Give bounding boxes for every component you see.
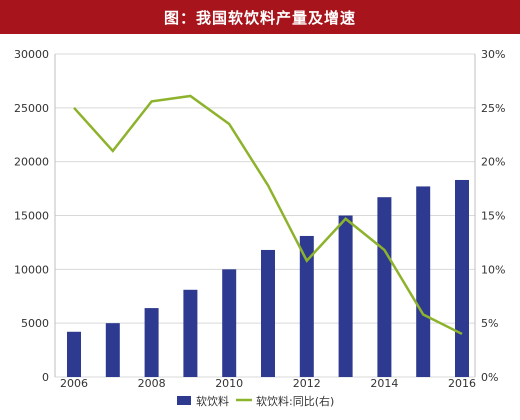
left-tick-label: 0 [42,371,49,384]
bar [67,331,81,377]
x-tick-label: 2012 [293,377,321,390]
bar [455,179,469,377]
legend-bar-swatch [177,396,191,405]
left-axis-ticks: 0 5000 10000 15000 20000 25000 30000 [14,48,49,384]
legend: 软饮料 软饮料:同比(右) [177,394,334,408]
yoy-line-series [73,94,463,336]
bar [183,289,198,377]
bar-series [67,179,469,377]
bar [144,308,159,377]
left-tick-label: 30000 [14,48,49,61]
left-tick-label: 10000 [14,263,49,276]
x-tick-label: 2014 [370,377,398,390]
bar [299,235,314,377]
right-tick-label: 5% [481,317,498,330]
right-tick-label: 25% [481,102,505,115]
right-tick-label: 15% [481,210,505,223]
x-tick-label: 2008 [138,377,166,390]
bar [377,197,392,377]
left-tick-label: 5000 [21,317,49,330]
right-tick-label: 10% [481,263,505,276]
x-tick-label: 2016 [448,377,476,390]
x-tick-label: 2006 [60,377,88,390]
x-axis-ticks: 2006 2008 2010 2012 2014 2016 [60,377,476,390]
right-tick-label: 20% [481,156,505,169]
bar [105,323,120,377]
bar [222,269,237,377]
chart-title: 图：我国软饮料产量及增速 [0,0,520,34]
right-axis-ticks: 0% 5% 10% 15% 20% 25% 30% [481,48,505,384]
left-tick-label: 25000 [14,102,49,115]
bar [416,186,431,377]
legend-line-label: 软饮料:同比(右) [256,394,334,408]
x-tick-label: 2010 [215,377,243,390]
bar [338,215,353,377]
bar [261,249,275,377]
left-tick-label: 15000 [14,210,49,223]
right-tick-label: 30% [481,48,505,61]
left-tick-label: 20000 [14,156,49,169]
legend-bar-label: 软饮料 [196,394,229,408]
right-tick-label: 0% [481,371,498,384]
